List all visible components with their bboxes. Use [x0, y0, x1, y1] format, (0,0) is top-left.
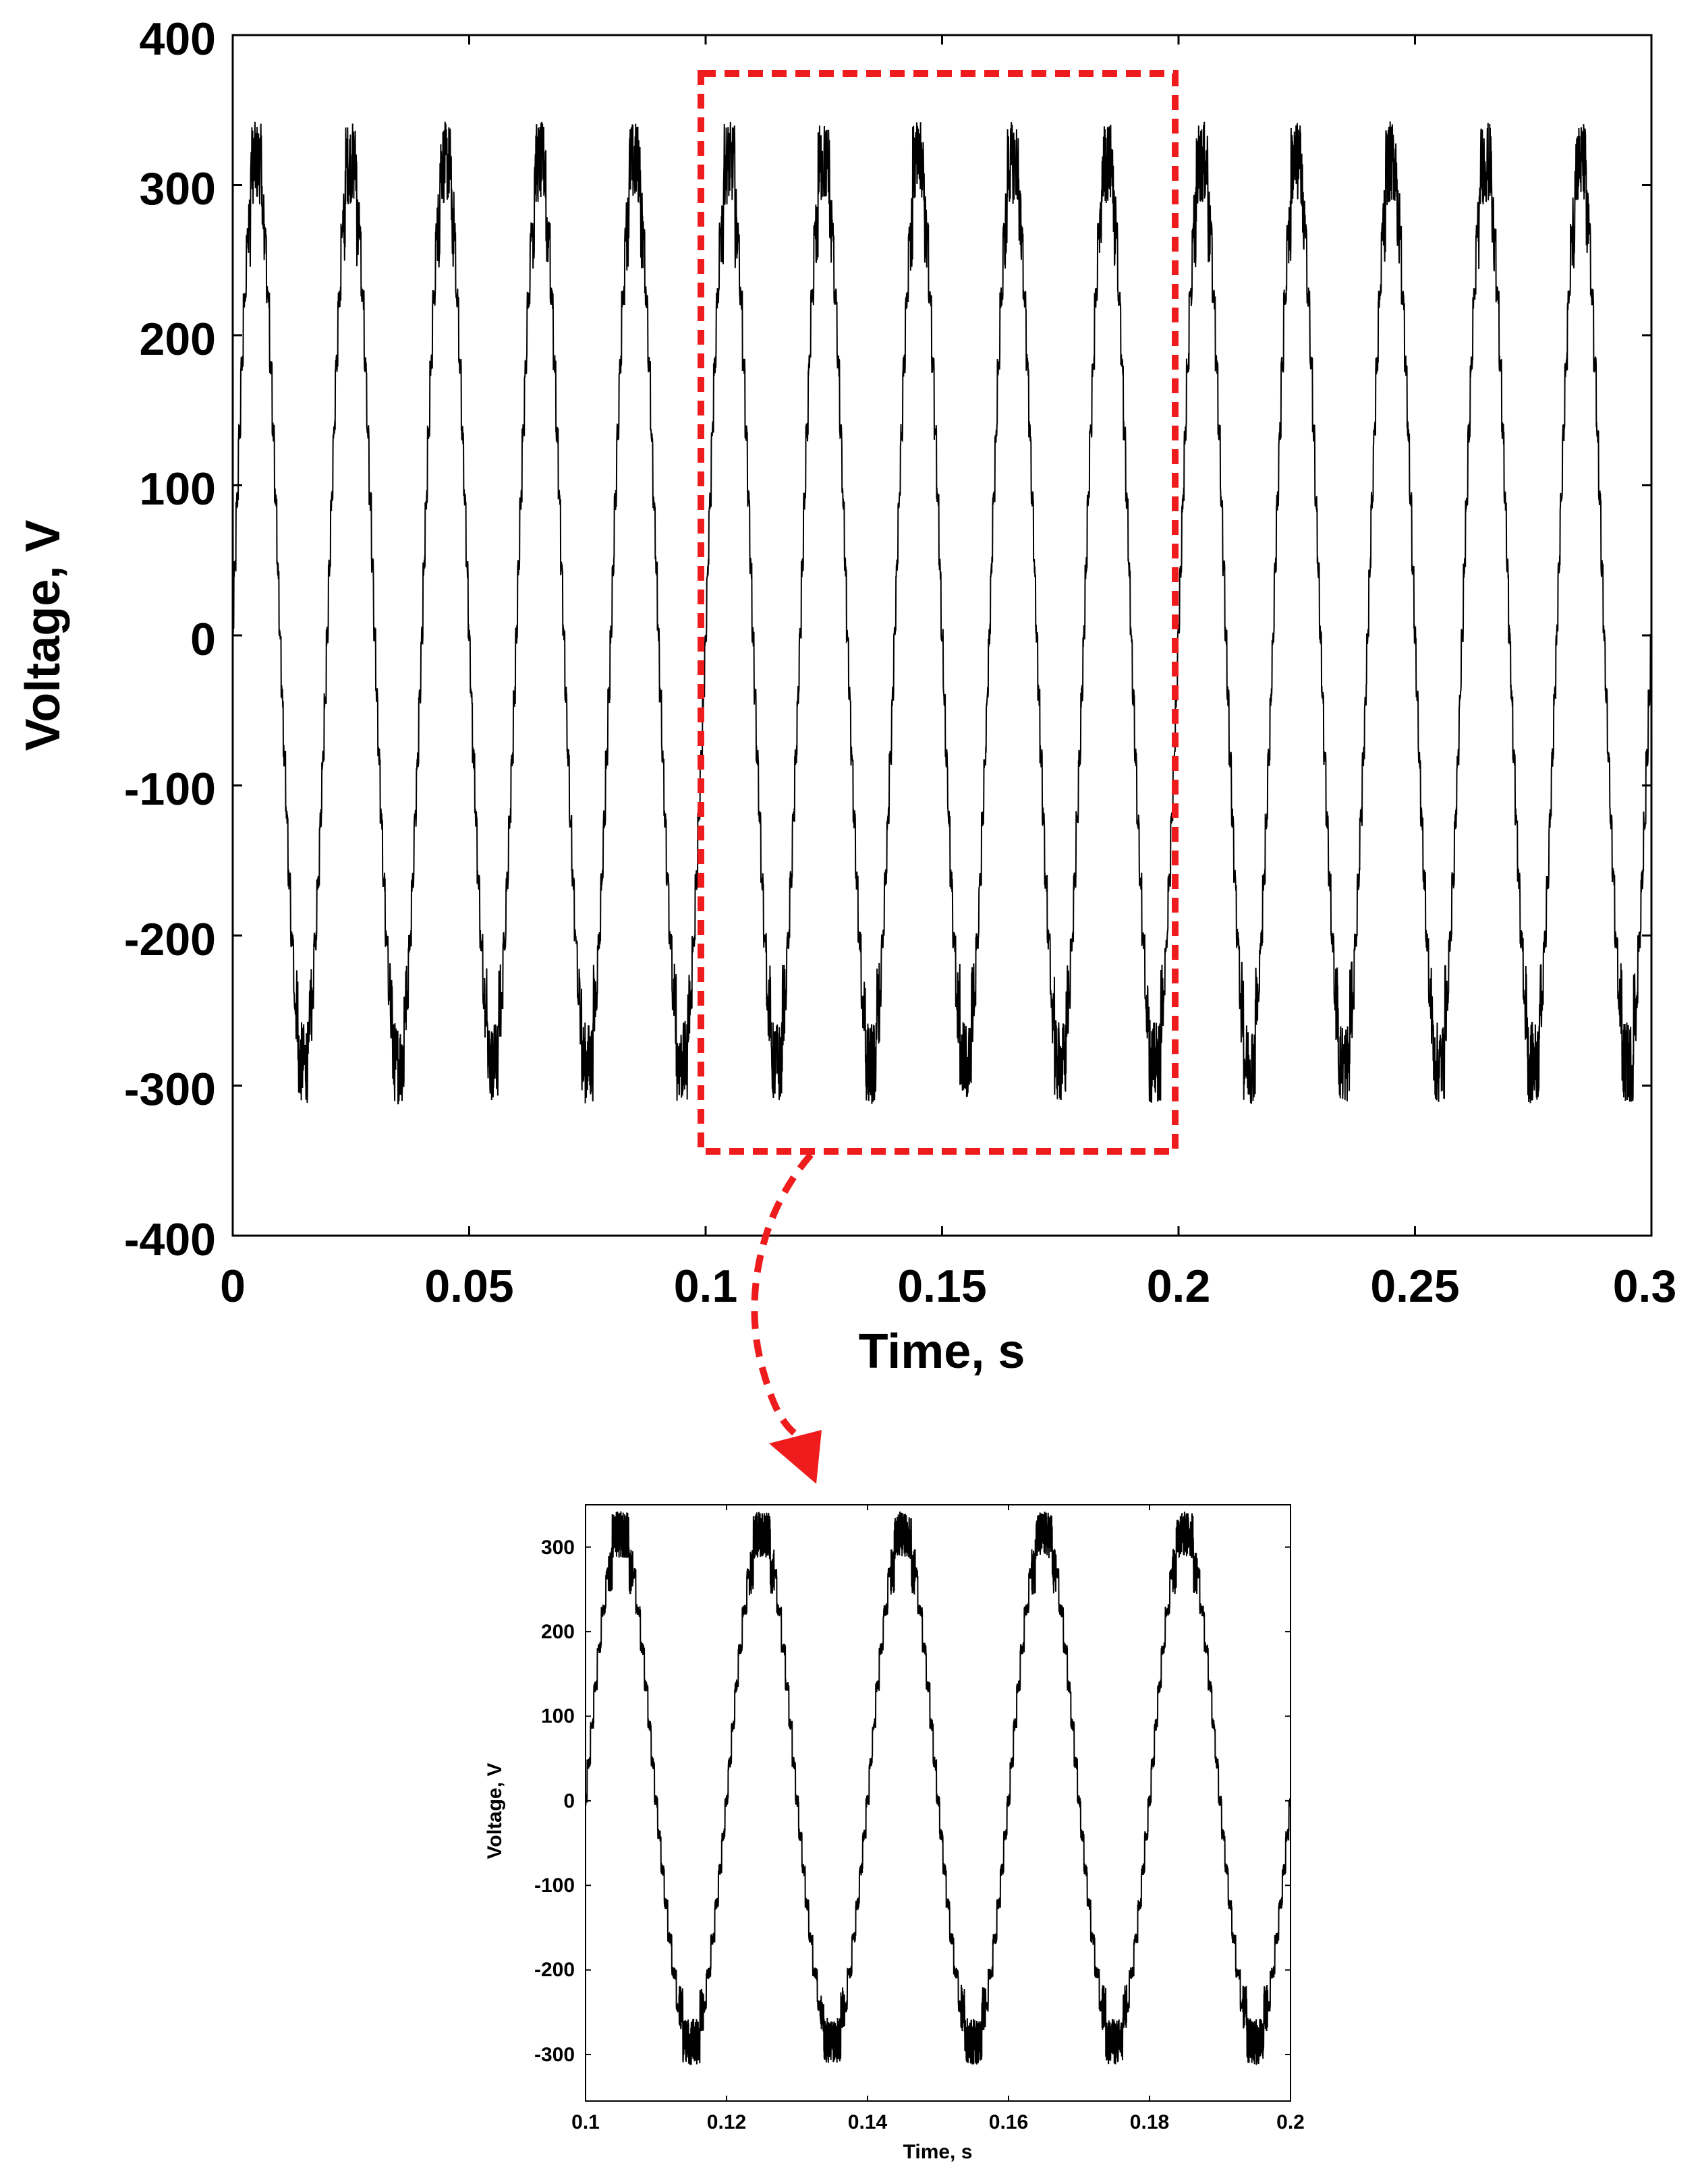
zoom-x-tick-label: 0.1	[571, 2111, 600, 2133]
main-plot-line	[233, 121, 1651, 1105]
zoom-x-tick-labels: 0.1 0.12 0.14 0.16 0.18 0.2	[571, 2111, 1305, 2133]
main-y-tick-labels: 400 300 200 100 0 -100 -200 -300 -400	[124, 13, 216, 1265]
main-x-tick-label: 0.25	[1370, 1261, 1459, 1312]
main-y-tick-label: 300	[140, 163, 216, 214]
main-x-tick-label: 0	[220, 1261, 246, 1312]
main-y-tick-label: -400	[124, 1214, 216, 1265]
zoom-y-tick-label: 100	[541, 1705, 575, 1727]
zoom-y-tick-label: -200	[534, 1959, 575, 1981]
zoom-x-axis-label: Time, s	[903, 2141, 973, 2163]
main-y-tick-label: -100	[124, 764, 216, 815]
main-x-tick-label: 0.15	[897, 1261, 986, 1312]
main-x-tick-label: 0.1	[674, 1261, 738, 1312]
main-y-tick-label: -300	[124, 1064, 216, 1115]
main-y-tick-label: 200	[140, 314, 216, 365]
zoom-x-tick-label: 0.18	[1130, 2111, 1169, 2133]
zoom-x-tick-label: 0.16	[989, 2111, 1028, 2133]
main-y-tick-label: 0	[190, 614, 216, 665]
main-chart: 400 300 200 100 0 -100 -200 -300 -400 0 …	[16, 13, 1676, 1379]
zoom-y-axis-label: Voltage, V	[484, 1763, 506, 1860]
zoom-y-tick-labels: 300 200 100 0 -100 -200 -300	[534, 1536, 575, 2066]
zoom-x-tick-label: 0.14	[848, 2111, 888, 2133]
zoom-y-tick-label: 200	[541, 1621, 575, 1643]
zoom-y-tick-label: -100	[534, 1874, 575, 1897]
main-x-tick-labels: 0 0.05 0.1 0.15 0.2 0.25 0.3	[220, 1261, 1676, 1312]
zoom-x-tick-label: 0.12	[707, 2111, 746, 2133]
zoom-y-tick-label: 300	[541, 1536, 575, 1559]
zoom-arrow-head	[769, 1430, 822, 1484]
zoom-voltage-series	[586, 1511, 1291, 2065]
zoom-arrow	[751, 1152, 822, 1484]
zoom-y-tick-label: 0	[563, 1790, 575, 1812]
zoom-plot-frame	[585, 1504, 1291, 2102]
main-x-axis-label: Time, s	[859, 1325, 1025, 1379]
main-x-tick-label: 0.3	[1613, 1261, 1677, 1312]
zoom-plot-line	[586, 1511, 1291, 2065]
main-y-axis-label: Voltage, V	[16, 520, 70, 751]
zoom-chart: 300 200 100 0 -100 -200 -300 0.1 0.12 0.…	[484, 1504, 1305, 2163]
zoom-x-tick-label: 0.2	[1276, 2111, 1305, 2133]
main-voltage-series	[233, 121, 1651, 1105]
main-x-tick-label: 0.05	[424, 1261, 513, 1312]
zoom-arrow-curve	[751, 1152, 814, 1436]
zoom-y-tick-label: -300	[534, 2044, 575, 2066]
main-highlight-box	[698, 70, 1179, 1155]
main-y-tick-label: -200	[124, 914, 216, 965]
main-y-tick-label: 400	[140, 13, 216, 65]
main-y-tick-label: 100	[140, 463, 216, 515]
main-x-tick-label: 0.2	[1147, 1261, 1211, 1312]
main-axis-ticks	[231, 34, 1653, 1237]
zoom-axis-ticks	[585, 1505, 1291, 2101]
